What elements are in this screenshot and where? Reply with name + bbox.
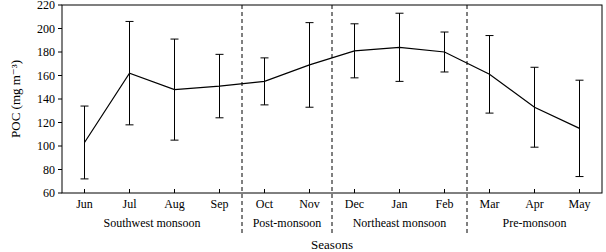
error-bar bbox=[351, 24, 359, 78]
x-tick bbox=[354, 189, 355, 193]
y-tick-label: 100 bbox=[37, 139, 55, 153]
x-tick bbox=[399, 189, 400, 193]
season-label: Post-monsoon bbox=[253, 216, 322, 230]
error-bar bbox=[531, 67, 539, 147]
data-line bbox=[85, 47, 580, 142]
season-label: Northeast monsoon bbox=[353, 216, 447, 230]
y-tick-label: 140 bbox=[37, 92, 55, 106]
error-bar bbox=[441, 32, 449, 72]
y-tick bbox=[58, 99, 62, 100]
error-bar bbox=[126, 21, 134, 124]
y-tick-label: 160 bbox=[37, 69, 55, 83]
x-tick-label: Aug bbox=[164, 197, 185, 211]
chart-svg: 60 80 100 120 140 160 180 200 220 POC (mg m⁻³) Jun… bbox=[0, 0, 606, 252]
season-divider bbox=[332, 5, 333, 233]
y-tick-label: 220 bbox=[37, 0, 55, 12]
y-tick bbox=[58, 28, 62, 29]
error-bar bbox=[81, 106, 89, 179]
x-tick-label: Jun bbox=[76, 197, 93, 211]
chart-container: 60 80 100 120 140 160 180 200 220 POC (mg m⁻³) Jun… bbox=[0, 0, 606, 252]
x-tick-label: Sep bbox=[211, 197, 229, 211]
y-tick bbox=[58, 193, 62, 194]
error-bar bbox=[486, 36, 494, 114]
x-tick bbox=[264, 189, 265, 193]
season-divider bbox=[467, 5, 468, 233]
x-tick bbox=[534, 189, 535, 193]
y-tick bbox=[58, 5, 62, 6]
x-tick-label: Dec bbox=[345, 197, 364, 211]
y-tick-label: 120 bbox=[37, 116, 55, 130]
season-label: Pre-monsoon bbox=[503, 216, 567, 230]
x-tick-label: Jul bbox=[122, 197, 137, 211]
y-tick bbox=[58, 146, 62, 147]
error-bar bbox=[306, 23, 314, 108]
error-bar bbox=[171, 39, 179, 140]
x-tick-label: May bbox=[569, 197, 591, 211]
y-tick bbox=[58, 75, 62, 76]
x-tick bbox=[129, 189, 130, 193]
x-axis-label: Seasons bbox=[311, 237, 353, 252]
plot-data bbox=[81, 13, 584, 179]
error-bar bbox=[261, 58, 269, 105]
x-tick-label: Mar bbox=[480, 197, 500, 211]
error-bar bbox=[396, 13, 404, 81]
x-tick bbox=[444, 189, 445, 193]
y-tick bbox=[58, 52, 62, 53]
x-tick-label: Feb bbox=[436, 197, 454, 211]
x-tick-label: Apr bbox=[525, 197, 544, 211]
y-tick bbox=[58, 122, 62, 123]
y-tick-label: 180 bbox=[37, 45, 55, 59]
y-tick-label: 200 bbox=[37, 22, 55, 36]
x-tick bbox=[579, 189, 580, 193]
x-tick bbox=[174, 189, 175, 193]
error-bar bbox=[576, 80, 584, 176]
y-tick-label: 80 bbox=[43, 163, 55, 177]
season-divider bbox=[242, 5, 243, 233]
x-tick-label: Oct bbox=[256, 197, 274, 211]
y-tick-label: 60 bbox=[43, 186, 55, 200]
error-bar bbox=[216, 54, 224, 117]
x-tick bbox=[84, 189, 85, 193]
x-tick bbox=[489, 189, 490, 193]
season-label: Southwest monsoon bbox=[103, 216, 200, 230]
x-tick-label: Jan bbox=[392, 197, 408, 211]
x-tick-label: Nov bbox=[299, 197, 320, 211]
x-tick bbox=[309, 189, 310, 193]
y-tick bbox=[58, 169, 62, 170]
y-axis-label: POC (mg m⁻³) bbox=[8, 60, 23, 138]
x-tick bbox=[219, 189, 220, 193]
